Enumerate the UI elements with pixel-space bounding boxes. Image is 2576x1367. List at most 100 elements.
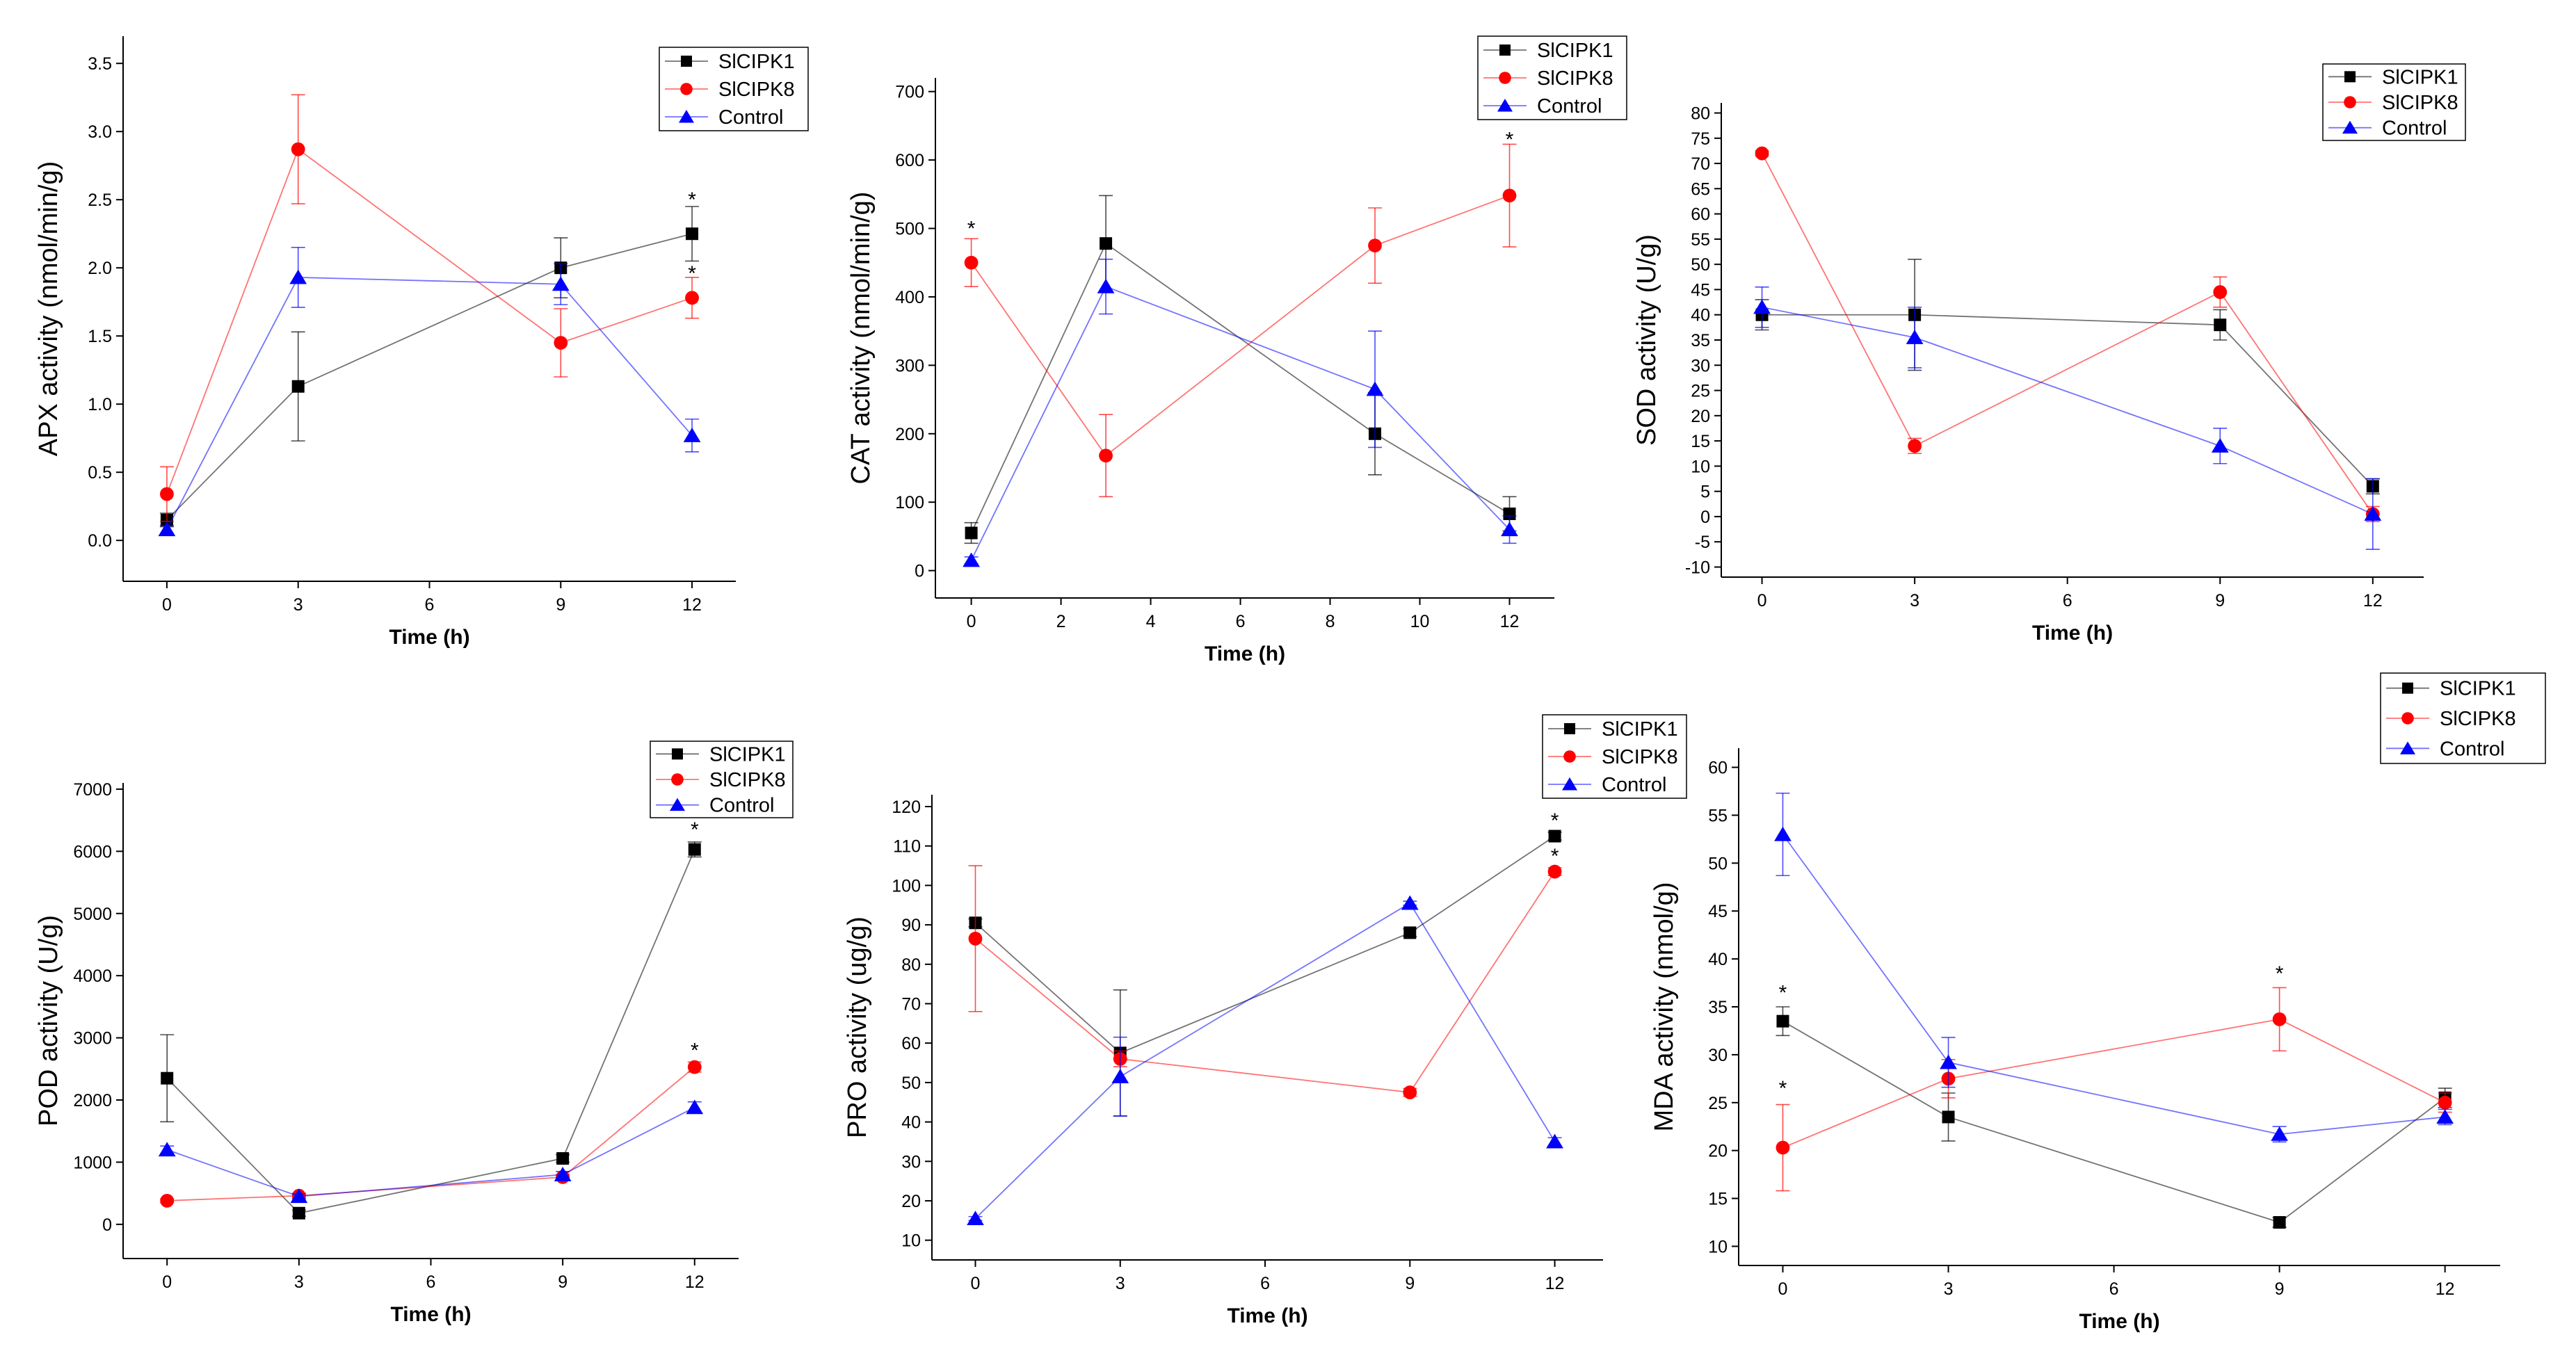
- significance-star: *: [688, 262, 696, 285]
- series-line: [166, 277, 693, 530]
- y-tick-label: 1.0: [88, 395, 112, 414]
- data-point: [1906, 330, 1924, 344]
- y-tick-label: 40: [901, 1113, 921, 1133]
- y-tick-label: 2000: [73, 1091, 112, 1110]
- y-tick-label: 70: [1691, 154, 1710, 174]
- y-tick-label: 20: [1691, 407, 1710, 426]
- x-tick-label: 3: [293, 595, 303, 615]
- data-point: [1403, 1085, 1417, 1099]
- legend-marker: [2344, 71, 2356, 83]
- y-tick-label: 10: [1708, 1237, 1728, 1256]
- data-point: [1774, 826, 1792, 841]
- legend: SlCIPK1 SlCIPK8 Control: [1477, 35, 1627, 120]
- legend-marker: [1563, 750, 1576, 763]
- data-point: [2271, 1126, 2288, 1141]
- data-point: [291, 142, 305, 156]
- x-tick-label: 2: [1056, 612, 1066, 631]
- legend-marker: [679, 110, 694, 123]
- series-line: [1782, 1020, 2446, 1223]
- x-tick-label: 3: [1910, 591, 1919, 610]
- legend-marker: [2402, 682, 2413, 694]
- y-tick-label: 50: [1708, 854, 1728, 873]
- y-tick-label: 1000: [73, 1153, 112, 1172]
- y-tick-label: 120: [892, 798, 921, 817]
- significance-star: *: [691, 1039, 699, 1062]
- y-tick-label: 15: [1708, 1190, 1728, 1209]
- y-tick-label: 45: [1691, 280, 1710, 300]
- x-tick-label: 8: [1326, 612, 1335, 631]
- y-tick-label: 3.0: [88, 122, 112, 142]
- x-tick-label: 12: [682, 595, 702, 615]
- legend: SlCIPK1 SlCIPK8 Control: [650, 741, 794, 818]
- y-tick-label: 50: [901, 1074, 921, 1093]
- data-point: [963, 552, 980, 567]
- data-point: [158, 521, 176, 537]
- series-SlCIPK1: [160, 841, 702, 1220]
- chart-3: -10 -5 0 5 10 15 20 25 30 35 40 45 50 55 60 65 70 75 80 0 3 6…: [1632, 63, 2466, 645]
- y-tick-label: 0: [915, 562, 924, 581]
- x-tick-label: 0: [162, 595, 172, 615]
- x-tick-label: 9: [2275, 1279, 2285, 1299]
- y-tick-label: 20: [1708, 1142, 1728, 1161]
- y-tick-label: 200: [895, 425, 924, 444]
- x-tick-label: 12: [2363, 591, 2383, 610]
- series-line: [970, 286, 1511, 561]
- significance-star: *: [1506, 129, 1514, 152]
- legend: SlCIPK1 SlCIPK8 Control: [2380, 672, 2546, 764]
- legend-label: SlCIPK1: [1537, 40, 1613, 62]
- y-tick-label: 40: [1708, 950, 1728, 969]
- data-point: [1547, 864, 1562, 879]
- y-axis-label: MDA activity (nmol/g): [1650, 882, 1679, 1132]
- y-tick-label: 1.5: [88, 327, 112, 346]
- significance-star: *: [688, 188, 696, 211]
- data-point: [1755, 146, 1769, 161]
- y-tick-label: 35: [1691, 331, 1710, 350]
- x-tick-label: 12: [685, 1272, 705, 1292]
- series-line: [1782, 1018, 2446, 1149]
- data-point: [160, 487, 174, 501]
- data-point: [1503, 507, 1516, 520]
- data-point: [1111, 1069, 1129, 1083]
- y-tick-label: 0.5: [88, 463, 112, 483]
- y-tick-label: 90: [901, 916, 921, 935]
- series-line: [974, 871, 1556, 1094]
- data-point: [1368, 238, 1382, 253]
- y-tick-label: 100: [892, 876, 921, 896]
- significance-star: *: [691, 818, 699, 841]
- data-point: [1501, 521, 1518, 537]
- y-tick-label: 60: [1691, 205, 1710, 225]
- y-tick-label: 10: [901, 1231, 921, 1251]
- legend-marker: [1499, 45, 1511, 56]
- legend-label: Control: [718, 106, 784, 129]
- legend: SlCIPK1 SlCIPK8 Control: [659, 47, 809, 131]
- legend-label: SlCIPK1: [1602, 718, 1678, 741]
- legend-label: Control: [2382, 118, 2447, 140]
- chart-4: 0 1000 2000 3000 4000 5000 6000 7000 0 3 6 9 12 Time …: [34, 741, 794, 1326]
- series-SlCIPK1: [1776, 1006, 2452, 1229]
- y-tick-label: 0.0: [88, 531, 112, 551]
- significance-star: *: [1779, 1077, 1787, 1100]
- y-tick-label: 50: [1691, 255, 1710, 275]
- y-tick-label: 55: [1691, 230, 1710, 250]
- x-tick-label: 3: [1944, 1279, 1954, 1299]
- y-tick-label: 55: [1708, 806, 1728, 825]
- data-point: [2436, 1109, 2454, 1124]
- chart-6: 10 15 20 25 30 35 40 45 50 55 60 0 3 6 9 12 Time (h) MDA …: [1650, 672, 2546, 1333]
- legend-label: SlCIPK1: [718, 51, 795, 73]
- series-Control: [967, 895, 1563, 1226]
- x-tick-label: 9: [558, 1272, 567, 1292]
- legend-label: SlCIPK1: [709, 743, 786, 766]
- series-line: [970, 242, 1510, 533]
- x-tick-label: 3: [294, 1272, 304, 1292]
- data-point: [290, 1188, 308, 1204]
- x-tick-label: 12: [2436, 1279, 2455, 1299]
- data-point: [968, 932, 983, 946]
- legend: SlCIPK1 SlCIPK8 Control: [2322, 63, 2466, 141]
- y-axis-label: APX activity (nmol/min/g): [34, 161, 63, 456]
- data-point: [1776, 1140, 1790, 1155]
- series-Control: [1753, 286, 2382, 550]
- legend-label: SlCIPK1: [2382, 66, 2458, 88]
- y-tick-label: 70: [901, 994, 921, 1014]
- y-tick-label: 3000: [73, 1029, 112, 1049]
- data-point: [686, 227, 699, 241]
